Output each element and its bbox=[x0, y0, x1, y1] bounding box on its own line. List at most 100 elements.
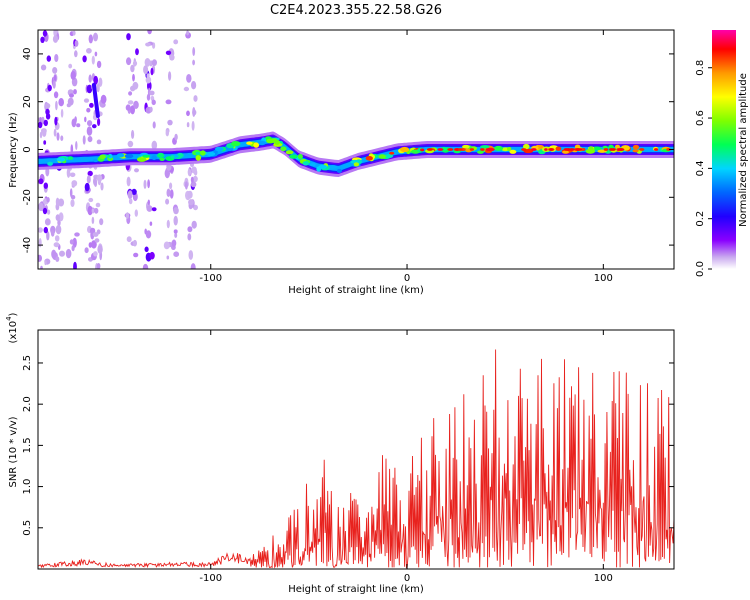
noise-speckle bbox=[127, 100, 134, 105]
noise-speckle bbox=[52, 80, 56, 89]
noise-speckle bbox=[147, 30, 152, 35]
noise-speckle bbox=[188, 199, 194, 206]
noise-speckle bbox=[55, 197, 60, 207]
ridge-band bbox=[38, 131, 674, 177]
x-tick-label: -100 bbox=[199, 273, 222, 284]
y-tick-label: -20 bbox=[22, 189, 33, 205]
colorbar-label: Normalized spectral amplitude bbox=[738, 73, 749, 227]
ridge-hotspot bbox=[639, 148, 645, 151]
noise-speckle bbox=[44, 260, 47, 266]
ridge-peak bbox=[215, 146, 224, 152]
noise-speckle bbox=[71, 118, 77, 128]
noise-speckle bbox=[88, 74, 92, 83]
spectrogram-noise bbox=[38, 30, 198, 269]
ridge-peak bbox=[124, 153, 134, 159]
ridge-peak bbox=[270, 138, 278, 143]
ridge-hotspot bbox=[531, 148, 537, 151]
noise-speckle bbox=[86, 107, 91, 113]
snr-series-line bbox=[38, 349, 674, 569]
ridge-peak bbox=[258, 140, 266, 146]
spectrogram-heat-layer bbox=[38, 30, 674, 269]
noise-speckle bbox=[43, 226, 48, 234]
noise-speckle bbox=[93, 251, 98, 257]
ridge-peak bbox=[493, 145, 504, 151]
noise-speckle bbox=[186, 30, 190, 36]
ridge-peak bbox=[555, 146, 562, 151]
noise-speckle bbox=[58, 198, 65, 207]
spectrogram-ridge bbox=[38, 131, 674, 177]
ridge-hotspot bbox=[480, 148, 485, 151]
y-tick-label: 0.5 bbox=[22, 520, 33, 536]
ridge-hotspot bbox=[618, 148, 624, 151]
noise-speckle bbox=[165, 198, 170, 205]
noise-speckle bbox=[133, 100, 139, 109]
ridge-hotspot bbox=[437, 148, 444, 151]
noise-speckle bbox=[144, 246, 149, 253]
noise-speckle bbox=[191, 220, 197, 229]
noise-speckle bbox=[69, 239, 74, 245]
noise-speckle bbox=[173, 251, 180, 257]
ridge-peak bbox=[246, 141, 253, 145]
y-tick-label: 0 bbox=[22, 146, 33, 152]
snr-scale-prefix: (x10 bbox=[8, 321, 19, 344]
y-tick-label: 2.0 bbox=[22, 396, 33, 412]
noise-speckle bbox=[187, 226, 193, 233]
ridge-hotspot bbox=[654, 148, 659, 151]
noise-speckle bbox=[53, 128, 57, 137]
colorbar-ticks: 0.0 0.2 0.4 0.6 0.8 bbox=[695, 60, 712, 277]
ridge-peak bbox=[67, 156, 74, 161]
ridge-peak bbox=[353, 162, 360, 167]
noise-speckle bbox=[88, 197, 94, 203]
noise-speckle bbox=[94, 51, 98, 57]
noise-speckle bbox=[186, 74, 192, 83]
noise-speckle bbox=[66, 103, 71, 108]
ridge-hotspot bbox=[458, 148, 463, 151]
ridge-peak bbox=[157, 152, 165, 159]
noise-speckle bbox=[145, 230, 152, 239]
colorbar-tick-label: 0.8 bbox=[695, 60, 706, 76]
ridge-peak bbox=[170, 155, 175, 159]
noise-speckle bbox=[147, 199, 150, 206]
ridge-peak bbox=[523, 143, 530, 150]
noise-speckle bbox=[69, 93, 74, 98]
noise-speckle bbox=[97, 245, 103, 254]
ridge-peak bbox=[615, 144, 620, 149]
noise-speckle bbox=[56, 132, 60, 141]
ridge-peak bbox=[92, 158, 99, 163]
noise-speckle bbox=[128, 198, 133, 205]
noise-speckle bbox=[68, 63, 73, 69]
noise-speckle bbox=[149, 251, 155, 260]
noise-speckle bbox=[86, 175, 91, 184]
noise-speckle bbox=[52, 67, 58, 74]
noise-speckle bbox=[134, 168, 139, 173]
noise-speckle bbox=[131, 188, 137, 195]
ridge-hotspot bbox=[603, 148, 609, 151]
noise-speckle bbox=[87, 136, 93, 143]
ridge-peak bbox=[285, 150, 294, 155]
noise-speckle bbox=[38, 227, 43, 233]
spectrogram-x-label: Height of straight line (km) bbox=[288, 285, 424, 296]
snr-scale-exponent: 4 bbox=[5, 316, 13, 321]
ridge-hotspot bbox=[389, 151, 395, 155]
noise-speckle bbox=[58, 98, 64, 107]
noise-speckle bbox=[126, 57, 132, 66]
ridge-peak bbox=[302, 161, 309, 166]
noise-speckle bbox=[126, 176, 131, 187]
noise-speckle bbox=[192, 107, 196, 117]
noise-speckle bbox=[84, 247, 89, 254]
noise-speckle bbox=[186, 110, 190, 117]
noise-speckle bbox=[100, 182, 104, 191]
noise-speckle bbox=[76, 123, 81, 128]
noise-speckle bbox=[174, 133, 178, 141]
noise-speckle bbox=[38, 238, 42, 248]
noise-speckle bbox=[150, 67, 154, 76]
snr-x-ticks: -100 0 100 bbox=[199, 330, 613, 584]
ridge-peak bbox=[99, 154, 106, 159]
y-tick-label: 40 bbox=[22, 48, 33, 61]
noise-speckle bbox=[91, 240, 97, 249]
noise-speckle bbox=[187, 190, 193, 199]
noise-speckle bbox=[54, 235, 60, 242]
figure-title: C2E4.2023.355.22.58.G26 bbox=[270, 3, 442, 18]
noise-speckle bbox=[93, 177, 97, 186]
noise-speckle bbox=[193, 95, 198, 102]
